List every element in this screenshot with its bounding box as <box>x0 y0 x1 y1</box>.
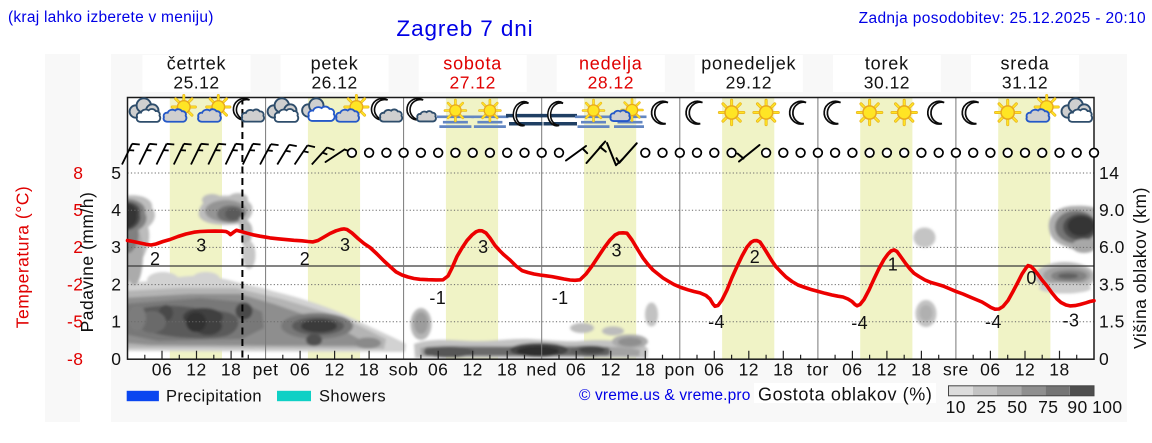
svg-text:18: 18 <box>359 360 379 380</box>
svg-text:sobota: sobota <box>443 54 502 74</box>
svg-text:06: 06 <box>980 360 1000 380</box>
svg-text:1: 1 <box>888 255 898 275</box>
svg-text:75: 75 <box>1038 397 1058 417</box>
svg-text:-3: -3 <box>1063 310 1080 330</box>
svg-text:29.12: 29.12 <box>726 73 772 93</box>
svg-text:Temperatura (°C): Temperatura (°C) <box>13 186 33 328</box>
svg-text:1.5: 1.5 <box>1099 312 1125 332</box>
svg-text:tor: tor <box>807 360 829 380</box>
svg-text:2: 2 <box>300 249 310 269</box>
svg-text:06: 06 <box>290 360 310 380</box>
svg-text:nedelja: nedelja <box>579 54 643 74</box>
svg-text:ned: ned <box>526 360 557 380</box>
svg-text:ponedeljek: ponedeljek <box>701 54 796 74</box>
svg-text:12: 12 <box>601 360 621 380</box>
svg-text:© vreme.us & vreme.pro: © vreme.us & vreme.pro <box>579 387 751 404</box>
svg-text:-1: -1 <box>552 288 569 308</box>
svg-text:Showers: Showers <box>319 388 386 406</box>
svg-text:5: 5 <box>111 163 121 183</box>
svg-text:sreda: sreda <box>1000 54 1049 74</box>
svg-text:1: 1 <box>111 312 121 332</box>
svg-text:Zadnja posodobitev: 25.12.2025: Zadnja posodobitev: 25.12.2025 - 20:10 <box>859 10 1146 27</box>
svg-text:-4: -4 <box>708 312 725 332</box>
svg-text:18: 18 <box>221 360 241 380</box>
svg-text:petek: petek <box>311 54 359 74</box>
svg-text:5: 5 <box>73 200 83 220</box>
svg-text:Zagreb 7 dni: Zagreb 7 dni <box>396 16 533 41</box>
svg-text:-4: -4 <box>851 313 868 333</box>
svg-text:pon: pon <box>664 360 695 380</box>
svg-text:10: 10 <box>946 397 966 417</box>
svg-text:12: 12 <box>739 360 759 380</box>
svg-text:14: 14 <box>1099 163 1119 183</box>
svg-text:12: 12 <box>462 360 482 380</box>
svg-text:2: 2 <box>73 237 83 257</box>
svg-text:25: 25 <box>976 397 996 417</box>
svg-text:18: 18 <box>635 360 655 380</box>
svg-text:(kraj lahko izberete v meniju): (kraj lahko izberete v meniju) <box>8 9 214 26</box>
svg-text:6.0: 6.0 <box>1099 237 1125 257</box>
svg-text:12: 12 <box>877 360 897 380</box>
svg-text:torek: torek <box>865 54 909 74</box>
svg-text:četrtek: četrtek <box>167 54 227 74</box>
svg-text:sre: sre <box>943 360 969 380</box>
svg-text:18: 18 <box>911 360 931 380</box>
svg-text:0: 0 <box>111 349 121 369</box>
svg-text:28.12: 28.12 <box>588 73 634 93</box>
svg-text:31.12: 31.12 <box>1002 73 1048 93</box>
svg-text:8: 8 <box>73 163 83 183</box>
svg-text:12: 12 <box>1015 360 1035 380</box>
svg-text:2: 2 <box>750 247 760 267</box>
svg-text:3: 3 <box>196 235 206 255</box>
svg-text:100: 100 <box>1092 397 1122 417</box>
svg-text:Gostota oblakov (%): Gostota oblakov (%) <box>758 385 932 405</box>
svg-text:18: 18 <box>1049 360 1069 380</box>
svg-text:2: 2 <box>111 274 121 294</box>
svg-text:18: 18 <box>497 360 517 380</box>
svg-text:06: 06 <box>704 360 724 380</box>
svg-text:-2: -2 <box>67 274 84 294</box>
svg-text:25.12: 25.12 <box>173 73 219 93</box>
svg-text:sob: sob <box>389 360 419 380</box>
svg-text:-1: -1 <box>429 288 446 308</box>
svg-text:3.5: 3.5 <box>1099 274 1125 294</box>
svg-text:9.0: 9.0 <box>1099 200 1125 220</box>
svg-text:26.12: 26.12 <box>311 73 357 93</box>
svg-text:50: 50 <box>1007 397 1027 417</box>
svg-text:Padavine (mm/h): Padavine (mm/h) <box>77 192 97 333</box>
svg-text:90: 90 <box>1067 397 1087 417</box>
svg-text:06: 06 <box>428 360 448 380</box>
svg-text:30.12: 30.12 <box>864 73 910 93</box>
svg-text:3: 3 <box>611 241 621 261</box>
svg-text:-5: -5 <box>67 312 84 332</box>
svg-text:06: 06 <box>842 360 862 380</box>
svg-text:3: 3 <box>478 237 488 257</box>
svg-text:Višina oblakov (km): Višina oblakov (km) <box>1130 187 1150 349</box>
svg-text:4: 4 <box>111 200 121 220</box>
svg-text:06: 06 <box>152 360 172 380</box>
svg-text:0: 0 <box>1026 268 1036 288</box>
svg-text:2: 2 <box>150 249 160 269</box>
svg-text:12: 12 <box>186 360 206 380</box>
svg-text:-8: -8 <box>67 349 84 369</box>
svg-text:0: 0 <box>1099 349 1109 369</box>
svg-text:pet: pet <box>253 360 279 380</box>
svg-text:3: 3 <box>340 235 350 255</box>
svg-text:27.12: 27.12 <box>450 73 496 93</box>
svg-text:06: 06 <box>566 360 586 380</box>
svg-text:18: 18 <box>773 360 793 380</box>
svg-text:12: 12 <box>324 360 344 380</box>
svg-text:-4: -4 <box>985 312 1002 332</box>
svg-text:3: 3 <box>111 237 121 257</box>
svg-text:Precipitation: Precipitation <box>166 388 262 406</box>
